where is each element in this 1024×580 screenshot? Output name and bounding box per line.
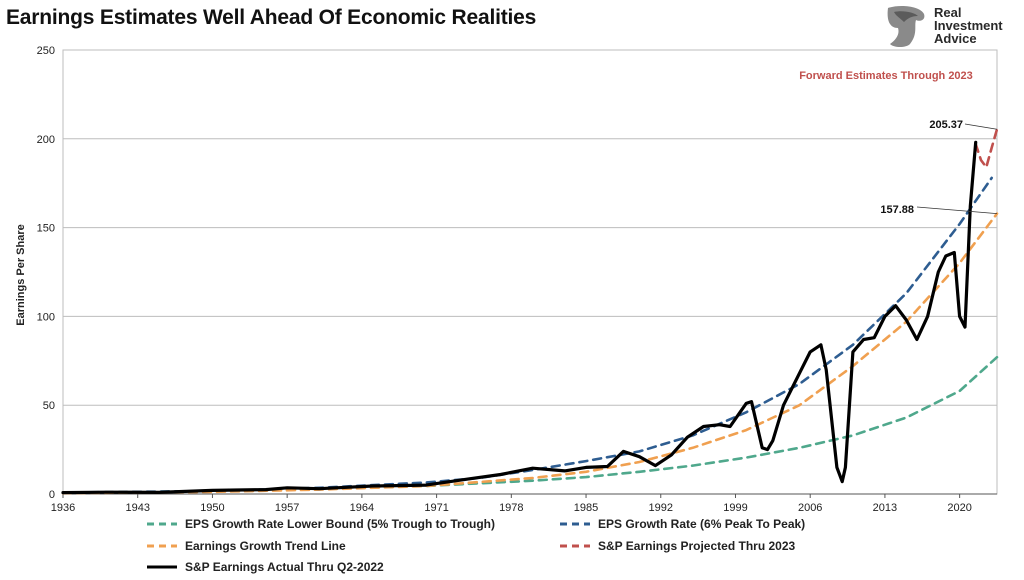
legend-label-1: EPS Growth Rate Lower Bound (5% Trough t… (185, 517, 495, 531)
y-tick-label: 250 (37, 45, 55, 57)
plot-area-border (62, 49, 998, 495)
x-tick-label: 1936 (51, 502, 75, 514)
data-label-a: 205.37 (929, 119, 963, 131)
y-tick-label: 150 (37, 223, 55, 235)
y-tick-label: 0 (49, 489, 55, 501)
legend-label-3: Earnings Growth Trend Line (185, 539, 346, 553)
series-line-1 (61, 355, 999, 494)
y-tick-label: 50 (43, 400, 55, 412)
callout-line-a (964, 123, 998, 130)
x-tick-label: 2006 (798, 502, 822, 514)
x-tick-label: 1971 (424, 502, 448, 514)
series-line-3 (61, 212, 999, 495)
x-tick-label: 1978 (499, 502, 523, 514)
series-line-2 (61, 176, 994, 494)
brand-logo (887, 6, 925, 47)
x-tick-label: 2013 (873, 502, 897, 514)
x-tick-label: 1943 (125, 502, 149, 514)
x-tick-label: 1992 (649, 502, 673, 514)
legend-label-2: EPS Growth Rate (6% Peak To Peak) (598, 517, 805, 531)
x-tick-label: 1950 (200, 502, 224, 514)
x-tick-label: 2020 (947, 502, 971, 514)
annotation-forward-estimates: Forward Estimates Through 2023 (799, 70, 973, 82)
x-tick-label: 1999 (723, 502, 747, 514)
legend-label-5: S&P Earnings Actual Thru Q2-2022 (185, 560, 384, 574)
y-tick-label: 200 (37, 134, 55, 146)
chart-title: Earnings Estimates Well Ahead Of Economi… (6, 6, 537, 29)
x-tick-label: 1964 (350, 502, 374, 514)
callout-line-b (916, 206, 998, 215)
x-tick-label: 1985 (574, 502, 598, 514)
y-tick-label: 100 (37, 311, 55, 323)
y-axis-label: Earnings Per Share (15, 224, 27, 326)
legend-label-4: S&P Earnings Projected Thru 2023 (598, 539, 796, 553)
eagle-icon (887, 6, 925, 47)
series-line-4 (974, 128, 999, 169)
data-label-b: 157.88 (880, 204, 914, 216)
x-tick-label: 1957 (275, 502, 299, 514)
series-line-5 (61, 140, 978, 495)
brand-name: Real Investment Advice (934, 5, 1003, 46)
